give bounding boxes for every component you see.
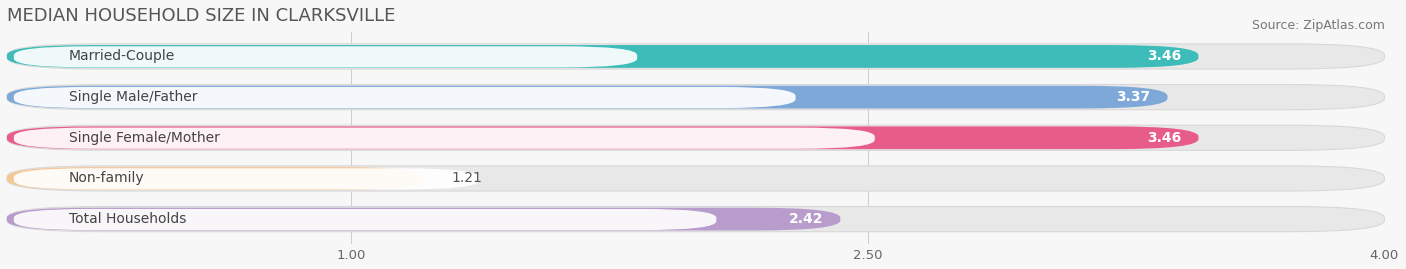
- FancyBboxPatch shape: [7, 44, 1385, 69]
- FancyBboxPatch shape: [7, 126, 1198, 149]
- FancyBboxPatch shape: [14, 128, 875, 149]
- Text: Married-Couple: Married-Couple: [69, 49, 176, 63]
- Text: MEDIAN HOUSEHOLD SIZE IN CLARKSVILLE: MEDIAN HOUSEHOLD SIZE IN CLARKSVILLE: [7, 7, 395, 25]
- FancyBboxPatch shape: [7, 84, 1385, 110]
- FancyBboxPatch shape: [7, 208, 841, 231]
- FancyBboxPatch shape: [7, 45, 1198, 68]
- Text: 3.37: 3.37: [1116, 90, 1150, 104]
- FancyBboxPatch shape: [14, 168, 478, 189]
- FancyBboxPatch shape: [7, 166, 1385, 191]
- FancyBboxPatch shape: [14, 87, 796, 108]
- Text: 3.46: 3.46: [1147, 131, 1181, 145]
- Text: 2.42: 2.42: [789, 212, 823, 226]
- Text: Source: ZipAtlas.com: Source: ZipAtlas.com: [1251, 19, 1385, 32]
- Text: Total Households: Total Households: [69, 212, 187, 226]
- FancyBboxPatch shape: [7, 86, 1167, 108]
- Text: 1.21: 1.21: [451, 171, 482, 185]
- FancyBboxPatch shape: [14, 46, 637, 68]
- FancyBboxPatch shape: [14, 209, 716, 230]
- FancyBboxPatch shape: [7, 125, 1385, 150]
- Text: Non-family: Non-family: [69, 171, 145, 185]
- Text: Single Male/Father: Single Male/Father: [69, 90, 197, 104]
- FancyBboxPatch shape: [7, 167, 423, 190]
- Text: 3.46: 3.46: [1147, 49, 1181, 63]
- Text: Single Female/Mother: Single Female/Mother: [69, 131, 219, 145]
- FancyBboxPatch shape: [7, 207, 1385, 232]
